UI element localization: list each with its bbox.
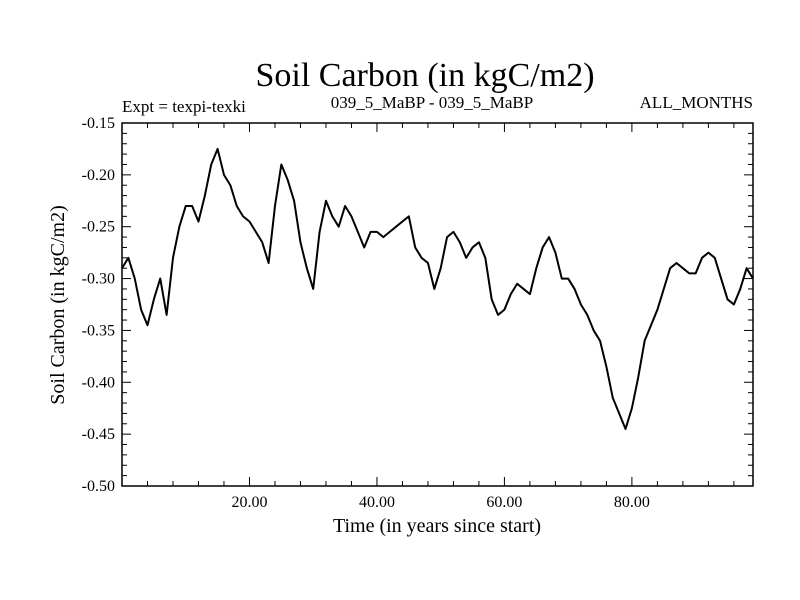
x-tick-label: 80.00	[614, 494, 650, 511]
x-axis-label: Time (in years since start)	[333, 515, 541, 537]
x-tick-label: 40.00	[359, 494, 395, 511]
chart-subtitle-left: Expt = texpi-texki	[122, 97, 246, 116]
y-tick-label: -0.45	[82, 426, 115, 443]
chart-subtitle-right: ALL_MONTHS	[640, 93, 753, 112]
ticks-group: -0.15 -0.20 -0.25 -0.30 -0.35 -0.40 -0.45 -0.50…	[82, 115, 753, 511]
y-tick-label: -0.40	[82, 374, 115, 391]
y-tick-label: -0.20	[82, 167, 115, 184]
x-tick-label: 20.00	[231, 494, 267, 511]
chart-title: Soil Carbon (in kgC/m2)	[255, 57, 594, 94]
series-line	[121, 147, 754, 430]
x-tick-label: 60.00	[486, 494, 522, 511]
plot-area	[121, 147, 754, 430]
y-axis-label: Soil Carbon (in kgC/m2)	[47, 205, 69, 404]
y-tick-label: -0.25	[82, 219, 115, 236]
plot-frame	[121, 122, 754, 487]
y-tick-label: -0.15	[82, 115, 115, 132]
y-tick-label: -0.30	[82, 271, 115, 288]
y-tick-label: -0.35	[82, 322, 115, 339]
chart-subtitle-center: 039_5_MaBP - 039_5_MaBP	[331, 93, 533, 112]
y-tick-label: -0.50	[82, 478, 115, 495]
